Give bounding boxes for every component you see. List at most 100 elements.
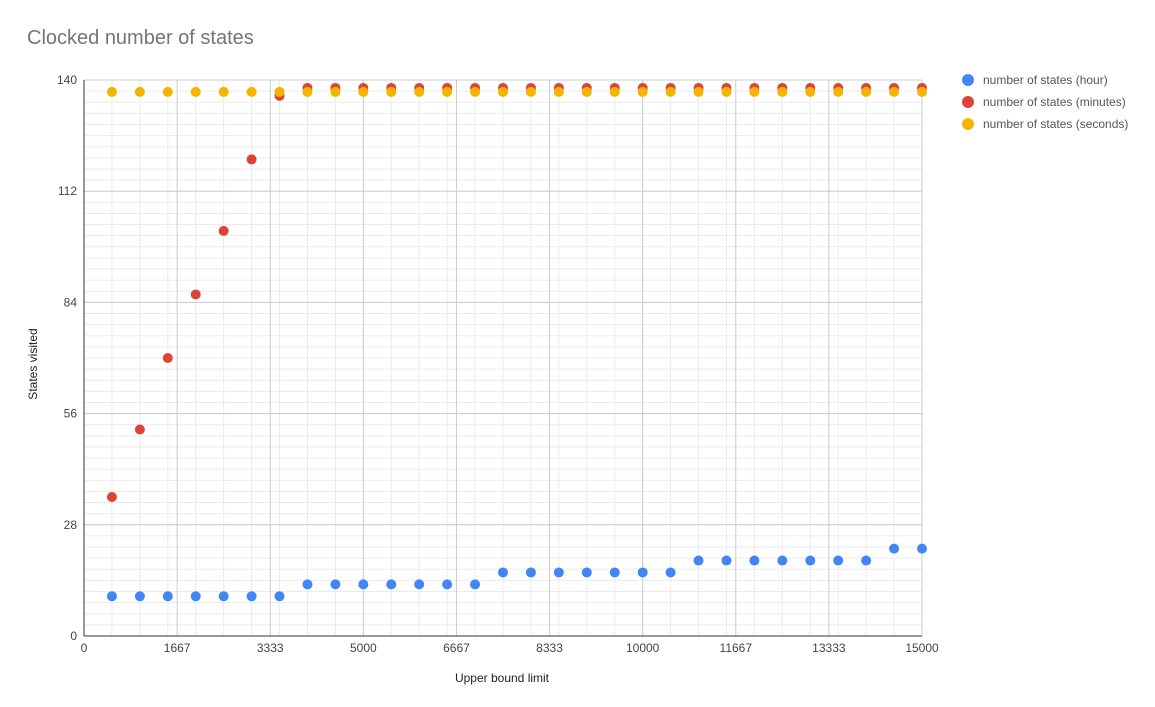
- y-axis-title: States visited: [26, 328, 40, 399]
- data-point: [665, 567, 676, 578]
- legend-marker: [962, 74, 974, 86]
- x-tick-label: 6667: [443, 641, 470, 655]
- data-point: [274, 591, 285, 602]
- x-tick-label: 15000: [905, 641, 939, 655]
- data-point: [609, 86, 620, 97]
- data-point: [749, 555, 760, 566]
- data-point: [218, 86, 229, 97]
- data-point: [693, 555, 704, 566]
- data-point: [470, 579, 481, 590]
- data-point: [134, 86, 145, 97]
- data-point: [330, 86, 341, 97]
- data-point: [581, 86, 592, 97]
- data-point: [162, 86, 173, 97]
- x-tick-label: 11667: [720, 641, 753, 655]
- data-point: [246, 154, 257, 165]
- data-point: [274, 86, 285, 97]
- data-point: [134, 591, 145, 602]
- data-point: [470, 86, 481, 97]
- data-point: [721, 555, 732, 566]
- y-tick-label: 112: [58, 184, 77, 198]
- data-point: [665, 86, 676, 97]
- y-tick-label: 56: [64, 407, 78, 421]
- data-points: [106, 82, 927, 602]
- data-point: [637, 567, 648, 578]
- x-tick-label: 1667: [164, 641, 191, 655]
- data-point: [386, 579, 397, 590]
- axes: 0 1667 3333 5000 6667 8333 10000 11667 13333 1500…: [57, 73, 939, 655]
- data-point: [162, 591, 173, 602]
- data-point: [525, 86, 536, 97]
- data-point: [358, 579, 369, 590]
- data-point: [442, 86, 453, 97]
- data-point: [330, 579, 341, 590]
- y-tick-label: 28: [64, 518, 78, 532]
- data-point: [162, 353, 173, 363]
- legend-marker: [962, 96, 974, 108]
- series-2: [106, 86, 927, 97]
- data-point: [777, 555, 788, 566]
- data-point: [581, 567, 592, 578]
- data-point: [190, 289, 201, 300]
- data-point: [861, 86, 872, 97]
- x-tick-label: 13333: [812, 641, 846, 655]
- data-point: [637, 86, 648, 97]
- grid: [83, 79, 923, 637]
- data-point: [106, 86, 117, 97]
- y-tick-label: 0: [70, 629, 77, 643]
- legend-label: number of states (minutes): [983, 95, 1126, 109]
- y-tick-label: 140: [57, 73, 77, 87]
- data-point: [861, 555, 872, 566]
- data-point: [106, 492, 117, 502]
- data-point: [246, 86, 257, 97]
- data-point: [889, 86, 900, 97]
- x-tick-label: 10000: [626, 641, 660, 655]
- data-point: [805, 555, 816, 566]
- data-point: [218, 225, 229, 236]
- data-point: [190, 591, 201, 602]
- data-point: [414, 579, 425, 590]
- x-tick-label: 8333: [536, 641, 563, 655]
- data-point: [414, 86, 425, 97]
- data-point: [777, 86, 788, 97]
- series-0: [106, 543, 927, 602]
- data-point: [134, 424, 145, 435]
- data-point: [302, 86, 313, 97]
- legend-label: number of states (seconds): [983, 117, 1128, 131]
- data-point: [358, 86, 369, 97]
- chart-title: Clocked number of states: [27, 27, 254, 49]
- data-point: [805, 86, 816, 97]
- data-point: [246, 591, 257, 602]
- legend-marker: [962, 118, 974, 130]
- x-tick-label: 3333: [257, 641, 284, 655]
- x-axis-title: Upper bound limit: [455, 671, 550, 685]
- data-point: [190, 86, 201, 97]
- data-point: [386, 86, 397, 97]
- data-point: [917, 543, 927, 554]
- x-tick-label: 0: [81, 641, 88, 655]
- data-point: [498, 86, 508, 97]
- data-point: [833, 86, 844, 97]
- data-point: [106, 591, 117, 602]
- data-point: [693, 86, 704, 97]
- data-point: [525, 567, 536, 578]
- data-point: [553, 86, 564, 97]
- data-point: [889, 543, 900, 554]
- data-point: [498, 567, 508, 578]
- data-point: [302, 579, 313, 590]
- data-point: [218, 591, 229, 602]
- y-tick-label: 84: [64, 295, 78, 309]
- data-point: [749, 86, 760, 97]
- data-point: [609, 567, 620, 578]
- data-point: [721, 86, 732, 97]
- data-point: [553, 567, 564, 578]
- data-point: [917, 86, 927, 97]
- series-1: [106, 82, 927, 502]
- legend-label: number of states (hour): [983, 73, 1108, 87]
- data-point: [833, 555, 844, 566]
- data-point: [442, 579, 453, 590]
- x-tick-label: 5000: [350, 641, 377, 655]
- legend: number of states (hour) number of states …: [962, 73, 1128, 131]
